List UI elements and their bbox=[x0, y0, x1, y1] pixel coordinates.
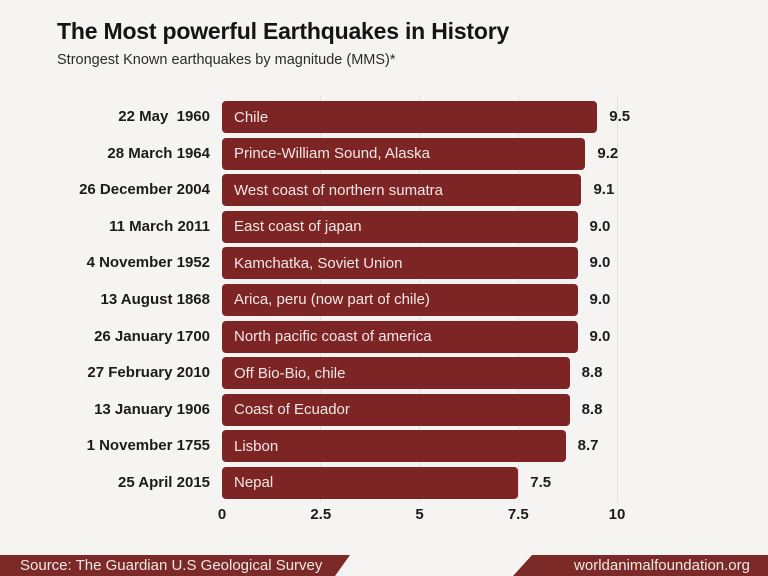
row-date-label: 11 March 2011 bbox=[109, 217, 210, 235]
bar-value-label: 7.5 bbox=[530, 473, 552, 491]
magnitude-bar: Off Bio-Bio, chile bbox=[222, 357, 570, 390]
bar-row: 26 January 1700 North pacific coast of a… bbox=[0, 320, 768, 353]
bar-row: 28 March 1964 Prince-William Sound, Alas… bbox=[0, 137, 768, 170]
gridline bbox=[616, 96, 618, 503]
magnitude-bar: Arica, peru (now part of chile) bbox=[222, 283, 578, 316]
bar-location-label: North pacific coast of america bbox=[234, 328, 432, 346]
x-axis-tick-label: 2.5 bbox=[310, 506, 332, 523]
bar-value-label: 9.1 bbox=[593, 181, 615, 199]
row-date-label: 22 May 1960 bbox=[118, 108, 210, 125]
x-axis-tick-label: 7.5 bbox=[507, 506, 529, 523]
page-title: The Most powerful Earthquakes in History bbox=[57, 18, 510, 44]
bar-row: 1 November 1755 Lisbon 8.7 bbox=[0, 430, 768, 463]
bar-location-label: Coast of Ecuador bbox=[234, 401, 350, 419]
x-axis: 0 2.5 5 7.5 10 bbox=[0, 506, 768, 526]
bar-row: 4 November 1952 Kamchatka, Soviet Union … bbox=[0, 247, 768, 280]
bar-track: Arica, peru (now part of chile) 9.0 bbox=[222, 283, 768, 316]
magnitude-bar: Chile bbox=[222, 101, 598, 133]
magnitude-bar: West coast of northern sumatra bbox=[222, 174, 582, 207]
row-date-label: 13 January 1906 bbox=[94, 400, 210, 418]
row-date-label: 26 December 2004 bbox=[79, 181, 210, 199]
bar-value-label: 9.2 bbox=[597, 144, 619, 162]
x-axis-tick-label: 5 bbox=[415, 506, 424, 523]
magnitude-bar: East coast of japan bbox=[222, 210, 578, 243]
magnitude-bar: Lisbon bbox=[222, 430, 566, 463]
bar-track: Chile 9.5 bbox=[222, 101, 768, 133]
header: The Most powerful Earthquakes in History… bbox=[57, 18, 509, 68]
x-axis-tick-label: 0 bbox=[217, 506, 227, 523]
row-date-label: 4 November 1952 bbox=[86, 254, 210, 272]
bar-location-label: West coast of northern sumatra bbox=[234, 181, 443, 199]
row-date-label: 26 January 1700 bbox=[94, 327, 210, 345]
bar-location-label: Lisbon bbox=[234, 437, 279, 455]
bar-row: 13 August 1868 Arica, peru (now part of … bbox=[0, 283, 768, 316]
website-text: worldanimalfoundation.org bbox=[574, 557, 750, 574]
magnitude-bar: Kamchatka, Soviet Union bbox=[222, 247, 578, 280]
magnitude-bar: Coast of Ecuador bbox=[222, 393, 570, 426]
bar-row: 13 January 1906 Coast of Ecuador 8.8 bbox=[0, 393, 768, 426]
bar-track: Prince-William Sound, Alaska 9.2 bbox=[222, 137, 768, 170]
bar-track: Off Bio-Bio, chile 8.8 bbox=[222, 357, 768, 390]
bar-location-label: Chile bbox=[234, 108, 269, 126]
bar-row: 11 March 2011 East coast of japan 9.0 bbox=[0, 210, 768, 243]
bar-value-label: 9.0 bbox=[589, 254, 611, 272]
x-axis-tick-label: 10 bbox=[608, 506, 626, 523]
bar-location-label: Arica, peru (now part of chile) bbox=[234, 291, 430, 309]
bar-track: Coast of Ecuador 8.8 bbox=[222, 393, 768, 426]
bar-value-label: 9.0 bbox=[589, 290, 611, 308]
row-date-label: 28 March 1964 bbox=[107, 144, 210, 162]
source-text: Source: The Guardian U.S Geological Surv… bbox=[20, 557, 323, 574]
row-date-label: 13 August 1868 bbox=[100, 290, 211, 308]
row-date-label: 1 November 1755 bbox=[86, 437, 210, 455]
bar-location-label: Nepal bbox=[234, 474, 274, 492]
bar-value-label: 8.7 bbox=[577, 437, 599, 455]
bar-track: West coast of northern sumatra 9.1 bbox=[222, 174, 768, 207]
bar-row: 27 February 2010 Off Bio-Bio, chile 8.8 bbox=[0, 357, 768, 390]
magnitude-bar: Nepal bbox=[222, 466, 519, 499]
row-date-label: 27 February 2010 bbox=[87, 364, 210, 382]
row-date-label: 25 April 2015 bbox=[118, 473, 210, 491]
bar-location-label: Prince-William Sound, Alaska bbox=[234, 145, 430, 163]
bar-value-label: 9.5 bbox=[609, 108, 631, 125]
bar-track: Lisbon 8.7 bbox=[222, 430, 768, 463]
page-subtitle: Strongest Known earthquakes by magnitude… bbox=[57, 51, 396, 68]
website-banner: worldanimalfoundation.org bbox=[513, 555, 768, 576]
bar-track: East coast of japan 9.0 bbox=[222, 210, 768, 243]
bar-row: 22 May 1960 Chile 9.5 bbox=[0, 101, 768, 133]
magnitude-bar: Prince-William Sound, Alaska bbox=[222, 137, 586, 170]
magnitude-bar: North pacific coast of america bbox=[222, 320, 578, 353]
bar-track: North pacific coast of america 9.0 bbox=[222, 320, 768, 353]
bar-value-label: 8.8 bbox=[581, 364, 603, 382]
bar-track: Kamchatka, Soviet Union 9.0 bbox=[222, 247, 768, 280]
bar-value-label: 9.0 bbox=[589, 327, 611, 345]
bar-location-label: Off Bio-Bio, chile bbox=[234, 364, 346, 382]
bar-location-label: East coast of japan bbox=[234, 218, 362, 236]
source-banner: Source: The Guardian U.S Geological Surv… bbox=[0, 555, 350, 576]
bar-track: Nepal 7.5 bbox=[222, 466, 768, 499]
bar-value-label: 8.8 bbox=[581, 400, 603, 418]
bar-location-label: Kamchatka, Soviet Union bbox=[234, 254, 403, 272]
bar-row: 25 April 2015 Nepal 7.5 bbox=[0, 466, 768, 499]
bar-chart: 22 May 1960 Chile 9.5 28 March 1964 Prin… bbox=[0, 101, 768, 504]
bar-row: 26 December 2004 West coast of northern … bbox=[0, 174, 768, 207]
bar-value-label: 9.0 bbox=[589, 217, 611, 235]
